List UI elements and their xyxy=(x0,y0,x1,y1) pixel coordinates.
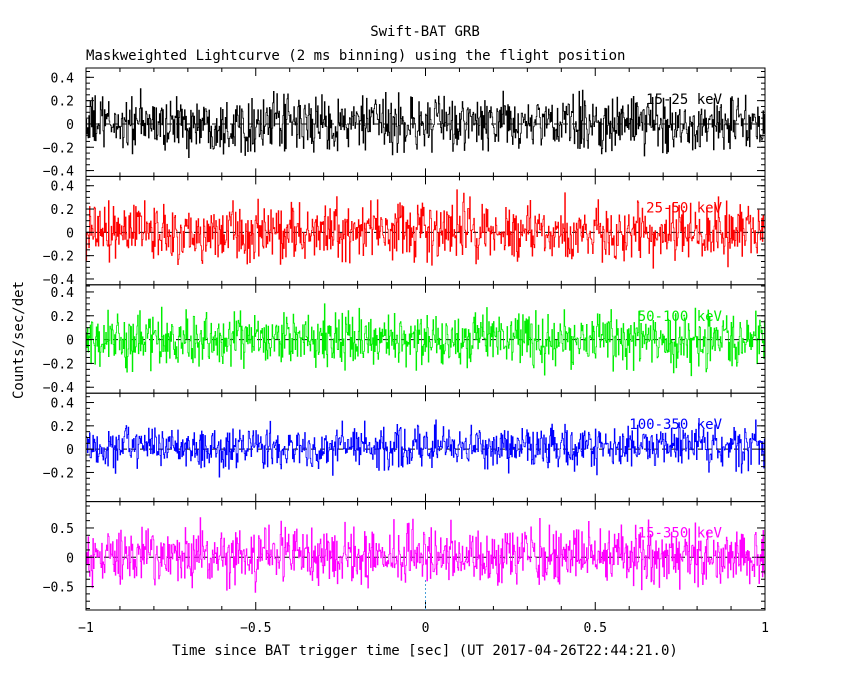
y-tick-label: 0.4 xyxy=(51,180,75,195)
y-tick-label: −0.5 xyxy=(43,581,74,596)
band-label-4: 100-350 keV xyxy=(629,417,722,433)
y-tick-label: 0 xyxy=(66,551,74,566)
x-tick-label: 1 xyxy=(761,621,769,636)
y-tick-label: 0.2 xyxy=(51,310,74,325)
panels: −0.4 −0.2 0 0.2 0.4 15-25 keV −0.4 −0.2 0 0.2 0.4 2… xyxy=(43,67,766,611)
x-axis-label: Time since BAT trigger time [sec] (UT 20… xyxy=(172,643,678,659)
series-line-1 xyxy=(86,88,765,158)
band-label-2: 25-50 keV xyxy=(646,200,722,216)
y-tick-label: 0 xyxy=(66,118,74,133)
x-tick-label: −1 xyxy=(78,621,94,636)
x-axis: −1 −0.5 0 0.5 1 xyxy=(78,580,769,636)
y-tick-label: 0.4 xyxy=(51,71,75,86)
y-tick-label: −0.4 xyxy=(43,165,74,180)
panel-3: −0.4 −0.2 0 0.2 0.4 50-100 keV xyxy=(43,284,766,396)
y-tick-label: 0.4 xyxy=(51,286,75,301)
y-tick-label: 0.5 xyxy=(51,522,74,537)
x-tick-label: 0 xyxy=(422,621,430,636)
series-line-4 xyxy=(86,419,765,478)
y-tick-label: −0.4 xyxy=(43,381,74,396)
y-tick-label: 0.2 xyxy=(51,95,74,110)
series-line-5 xyxy=(86,517,765,593)
series-line-2 xyxy=(86,189,765,269)
y-tick-label: 0.2 xyxy=(51,203,74,218)
y-tick-label: −0.4 xyxy=(43,273,74,288)
y-tick-label: −0.2 xyxy=(43,141,74,156)
y-tick-label: 0.2 xyxy=(51,420,74,435)
band-label-5: 15-350 keV xyxy=(638,526,723,542)
band-label-1: 15-25 keV xyxy=(646,92,722,108)
y-axis-label: Counts/sec/det xyxy=(11,281,27,399)
band-label-3: 50-100 keV xyxy=(638,309,723,325)
y-tick-label: −0.2 xyxy=(43,250,74,265)
panel-4: −0.2 0 0.2 0.4 100-350 keV xyxy=(43,392,766,503)
y-tick-label: 0 xyxy=(66,334,74,349)
chart-subtitle: Maskweighted Lightcurve (2 ms binning) u… xyxy=(86,48,625,64)
y-tick-label: 0 xyxy=(66,226,74,241)
x-tick-label: 0.5 xyxy=(584,621,607,636)
series-line-3 xyxy=(86,303,765,377)
y-tick-label: −0.2 xyxy=(43,357,74,372)
panel-1: −0.4 −0.2 0 0.2 0.4 15-25 keV xyxy=(43,67,766,180)
y-tick-label: 0 xyxy=(66,443,74,458)
x-tick-label: −0.5 xyxy=(240,621,271,636)
chart-title: Swift-BAT GRB xyxy=(370,24,480,40)
panel-5: −0.5 0 0.5 15-350 keV xyxy=(43,501,766,611)
y-tick-label: 0.4 xyxy=(51,397,75,412)
panel-2: −0.4 −0.2 0 0.2 0.4 25-50 keV xyxy=(43,175,766,288)
y-tick-label: −0.2 xyxy=(43,466,74,481)
